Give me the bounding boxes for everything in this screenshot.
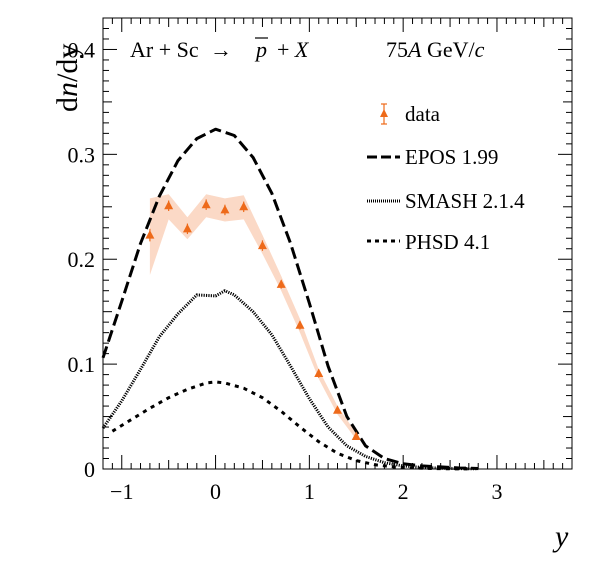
energy-label: 75A GeV/c [386, 37, 485, 62]
data-band-area [149, 194, 357, 440]
data-point [333, 405, 342, 414]
data-point [276, 279, 286, 288]
data-point [164, 200, 174, 210]
y-tick-label: 0.4 [68, 37, 96, 62]
energy-c: c [475, 37, 485, 62]
legend-label-epos: EPOS 1.99 [405, 145, 498, 169]
y-tick-label: 0.3 [68, 142, 96, 167]
x-tick-label: 1 [304, 479, 315, 504]
energy-unit: GeV/ [421, 37, 475, 62]
series-layer [101, 127, 479, 471]
y-label-d: d [51, 97, 84, 112]
title-particle: p [254, 37, 267, 62]
legend: data EPOS 1.99 SMASH 2.1.4 PHSD 4.1 [367, 102, 525, 254]
legend-label-phsd: PHSD 4.1 [405, 230, 490, 254]
legend-label-smash: SMASH 2.1.4 [405, 189, 525, 213]
data-uncertainty-band [149, 194, 357, 440]
data-point [182, 223, 192, 233]
x-tick-label: −1 [110, 479, 133, 504]
y-axis-label: dn/dy [51, 44, 84, 112]
data-point [314, 368, 324, 378]
title-right: + X [277, 37, 310, 62]
x-tick-label: 3 [491, 479, 502, 504]
data-point [351, 431, 361, 440]
data-point [239, 201, 249, 211]
plot-frame [102, 17, 573, 470]
x-tick-label: 0 [210, 479, 221, 504]
legend-label-data: data [405, 102, 441, 126]
data-point [257, 240, 267, 250]
energy-a: A [406, 37, 422, 62]
data-point [145, 230, 155, 239]
legend-data-marker [380, 109, 388, 117]
model-curve-3 [111, 380, 469, 471]
y-tick-label: 0.2 [68, 247, 96, 272]
axis-ticks: −1 0 1 2 3 0 0.1 0.2 0.3 0.4 [68, 17, 573, 504]
data-point [201, 199, 211, 209]
model-curve-2 [101, 289, 479, 471]
x-axis-label: y [552, 520, 569, 553]
y-tick-label: 0 [84, 457, 95, 482]
data-point [295, 320, 305, 329]
y-label-n: n [51, 82, 84, 97]
title-right-x: X [294, 37, 310, 62]
title-right-plus: + [277, 37, 295, 62]
y-label-rest: /dy [51, 44, 84, 82]
y-tick-label: 0.1 [68, 352, 96, 377]
x-tick-label: 2 [398, 479, 409, 504]
title-arrow: → [210, 37, 232, 62]
energy-number: 75 [386, 37, 408, 62]
title-left: Ar + Sc [130, 37, 199, 62]
data-point [220, 204, 230, 214]
